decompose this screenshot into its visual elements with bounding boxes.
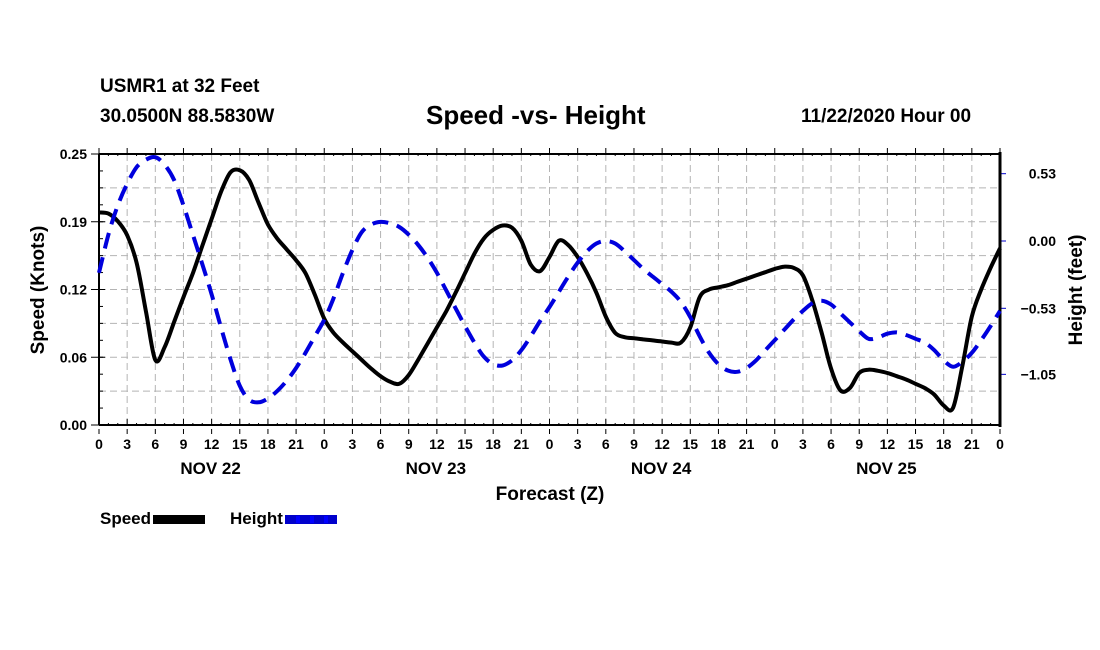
y2-tick-label: 0.53: [1029, 166, 1056, 182]
y-axis-title: Speed (Knots): [28, 226, 49, 355]
day-label: NOV 23: [406, 459, 466, 478]
x-tick-label: 21: [964, 436, 980, 452]
legend-height-label: Height: [230, 509, 283, 528]
x-tick-label: 3: [799, 436, 807, 452]
x-tick-label: 9: [180, 436, 188, 452]
legend-speed: Speed: [100, 509, 206, 529]
legend-speed-swatch: [153, 514, 206, 524]
x-tick-label: 6: [602, 436, 610, 452]
day-label: NOV 25: [856, 459, 916, 478]
x-axis-title: Forecast (Z): [496, 484, 605, 505]
x-tick-label: 6: [827, 436, 835, 452]
day-label: NOV 24: [631, 459, 692, 478]
series-group: [97, 154, 1002, 413]
x-tick-label: 15: [908, 436, 924, 452]
y2-axis-title: Height (feet): [1066, 235, 1087, 346]
x-tick-label: 0: [95, 436, 103, 452]
x-tick-label: 15: [682, 436, 698, 452]
x-tick-label: 12: [429, 436, 445, 452]
x-tick-label: 18: [485, 436, 501, 452]
day-label: NOV 22: [180, 459, 240, 478]
x-tick-label: 6: [377, 436, 385, 452]
x-tick-label: 0: [996, 436, 1004, 452]
coordinates-label: 30.0500N 88.5830W: [100, 106, 275, 127]
gridlines: [99, 154, 1000, 425]
legend-height: Height: [230, 509, 337, 529]
x-tick-label: 3: [574, 436, 582, 452]
y2-tick-label: −0.53: [1021, 300, 1057, 316]
x-tick-label: 12: [204, 436, 220, 452]
x-tick-label: 3: [123, 436, 131, 452]
y2-tick-label: −1.05: [1021, 366, 1057, 382]
x-tick-label: 18: [260, 436, 276, 452]
x-tick-label: 12: [654, 436, 670, 452]
y-tick-label: 0.12: [60, 282, 87, 298]
x-tick-label: 9: [855, 436, 863, 452]
x-tick-label: 9: [405, 436, 413, 452]
x-tick-label: 6: [151, 436, 159, 452]
x-tick-label: 18: [711, 436, 727, 452]
y-tick-label: 0.00: [60, 417, 87, 433]
legend-speed-label: Speed: [100, 509, 152, 528]
x-tick-label: 0: [771, 436, 779, 452]
legend-height-swatch: [284, 514, 337, 524]
x-tick-label: 9: [630, 436, 638, 452]
x-tick-label: 0: [320, 436, 328, 452]
x-tick-label: 15: [232, 436, 248, 452]
station-label: USMR1 at 32 Feet: [100, 76, 260, 97]
y-tick-label: 0.25: [60, 146, 87, 162]
y-tick-label: 0.19: [60, 214, 87, 230]
x-tick-label: 12: [880, 436, 896, 452]
forecast-datetime: 11/22/2020 Hour 00: [801, 106, 972, 127]
axes: 0 3 6 9 12 15 18 21 0 3 6 9 12 15 18 21 0 3 6 9 12 15 18 21 0 3 6 9…: [60, 146, 1056, 478]
speed-series-line: [98, 167, 1002, 413]
x-tick-label: 18: [936, 436, 952, 452]
y2-tick-label: 0.00: [1029, 233, 1056, 249]
x-tick-label: 3: [349, 436, 357, 452]
x-tick-label: 0: [546, 436, 554, 452]
x-tick-label: 15: [457, 436, 473, 452]
height-series-line: [97, 154, 1002, 405]
x-tick-label: 21: [288, 436, 304, 452]
chart-title: Speed -vs- Height: [426, 100, 646, 130]
x-tick-label: 21: [514, 436, 530, 452]
y-tick-label: 0.06: [60, 349, 87, 365]
x-tick-label: 21: [739, 436, 755, 452]
